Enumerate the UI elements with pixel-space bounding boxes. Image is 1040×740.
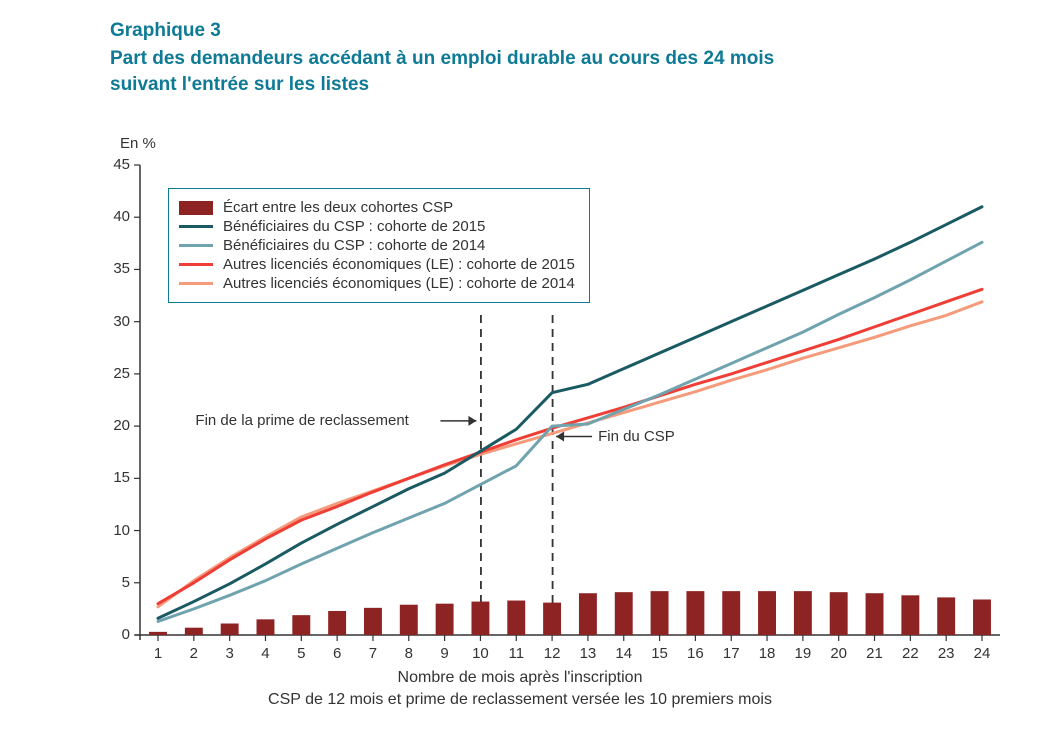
x-tick-label: 18 [759, 645, 776, 662]
x-tick-label: 9 [440, 645, 448, 662]
x-tick-label: 12 [544, 645, 561, 662]
x-tick-label: 3 [225, 645, 233, 662]
y-tick-label: 20 [100, 417, 130, 434]
x-tick-label: 7 [369, 645, 377, 662]
x-tick-label: 2 [190, 645, 198, 662]
y-tick-label: 30 [100, 313, 130, 330]
y-tick-label: 45 [100, 156, 130, 173]
x-tick-label: 11 [508, 645, 524, 662]
x-tick-label: 21 [866, 645, 883, 662]
x-tick-label: 19 [795, 645, 812, 662]
x-tick-label: 22 [902, 645, 919, 662]
x-tick-label: 16 [687, 645, 704, 662]
x-tick-label: 4 [261, 645, 269, 662]
y-tick-label: 10 [100, 522, 130, 539]
x-tick-label: 23 [938, 645, 955, 662]
x-tick-label: 13 [580, 645, 597, 662]
chart-plot-area [0, 0, 1040, 740]
x-tick-label: 10 [472, 645, 489, 662]
y-tick-label: 0 [100, 626, 130, 643]
x-tick-label: 17 [723, 645, 740, 662]
y-tick-label: 25 [100, 365, 130, 382]
x-tick-label: 20 [830, 645, 847, 662]
y-tick-label: 35 [100, 260, 130, 277]
x-tick-label: 15 [651, 645, 668, 662]
y-tick-label: 5 [100, 574, 130, 591]
y-tick-label: 15 [100, 469, 130, 486]
x-tick-label: 24 [974, 645, 991, 662]
x-tick-label: 6 [333, 645, 341, 662]
x-tick-label: 1 [154, 645, 162, 662]
x-tick-label: 5 [297, 645, 305, 662]
x-tick-label: 8 [405, 645, 413, 662]
y-tick-label: 40 [100, 208, 130, 225]
x-tick-label: 14 [615, 645, 632, 662]
